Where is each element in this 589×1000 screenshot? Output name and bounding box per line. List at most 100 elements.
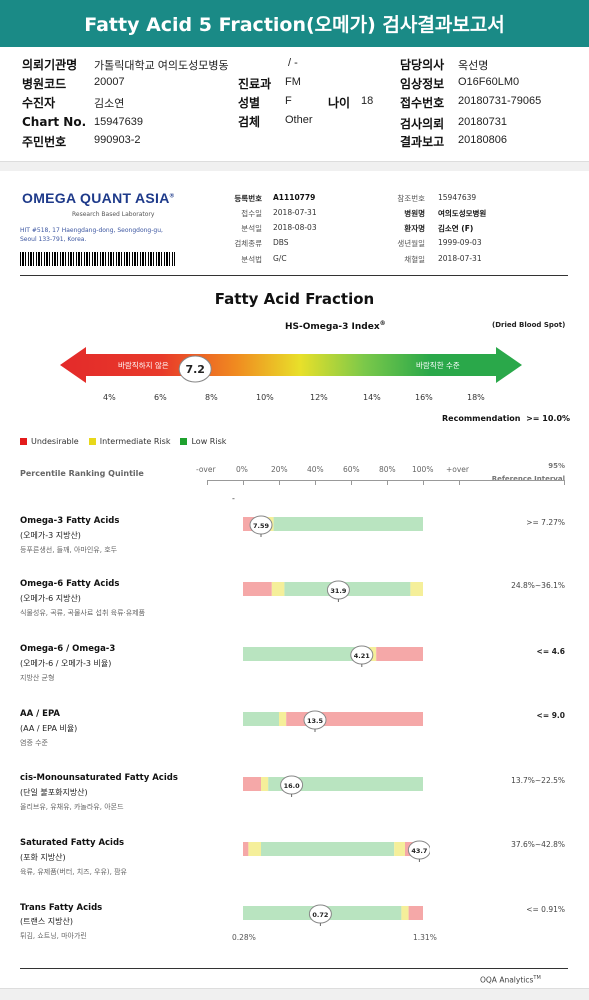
trans-range-low: 0.28% — [232, 933, 256, 942]
lab-logo-text: OMEGA QUANT ASIA — [22, 190, 170, 206]
institution-label: 의뢰기관명 — [22, 58, 78, 72]
bar-segment — [279, 712, 287, 726]
percentile-bar-mufa: 16.0 — [243, 775, 423, 797]
scale-label-14: 14% — [363, 393, 381, 402]
row-foods-aa-epa: 염증 수준 — [20, 739, 48, 747]
age-value: 18 — [361, 95, 374, 107]
axis-tick — [207, 480, 208, 485]
omega3-index-scale: 바람직하지 않은 바람직한 수준 7.2 — [60, 347, 522, 383]
patient-label: 환자명 — [404, 224, 425, 233]
dash-mark: - — [232, 494, 235, 503]
value-label: 4.21 — [354, 652, 371, 660]
axis-label-80: 80% — [379, 465, 396, 474]
scale-label-10: 10% — [256, 393, 274, 402]
lab-address-2: Seoul 133-791, Korea. — [20, 236, 87, 243]
legend-label-undesirable: Undesirable — [31, 437, 79, 446]
index-right-text: 바람직한 수준 — [416, 360, 460, 370]
percentile-bar-ratio: 4.21 — [243, 645, 423, 667]
hospital-code-value: 20007 — [94, 76, 125, 88]
percentile-bar-omega3: 7.59 — [243, 515, 423, 537]
index-marker-circle — [178, 355, 212, 383]
value-marker: 4.21 — [350, 645, 374, 667]
row-foods-ratio: 지방산 균형 — [20, 674, 55, 682]
examiner-label: 수진자 — [22, 96, 56, 110]
birth-value: 1999-09-03 — [438, 238, 482, 247]
axis-label-100: 100% — [412, 465, 434, 474]
row-name-sfa: Saturated Fatty Acids — [20, 838, 125, 848]
bar-segment — [408, 906, 423, 920]
section-divider — [0, 161, 589, 171]
row-foods-mufa: 올리브유, 유채유, 카놀라유, 아몬드 — [20, 803, 124, 811]
row-korean-mufa: (단일 불포화지방산) — [20, 788, 88, 797]
clinical-value: O16F60LM0 — [458, 76, 520, 88]
oqa-analytics-logo: OQA AnalyticsTM — [480, 975, 541, 985]
dept-value: FM — [285, 76, 301, 88]
row-name-aa-epa: AA / EPA — [20, 709, 61, 719]
recommendation-value: >= 10.0% — [526, 414, 571, 423]
value-marker: 16.0 — [280, 775, 304, 797]
report-value: 20180806 — [458, 134, 507, 146]
axis-tick — [423, 480, 424, 485]
scale-label-12: 12% — [310, 393, 328, 402]
hospital-code-label: 병원코드 — [22, 77, 67, 91]
value-marker: 31.9 — [326, 580, 350, 602]
row-foods-trans: 튀김, 쇼트닝, 마아가린 — [20, 932, 87, 940]
reference-95: 95% — [548, 462, 565, 470]
resident-label: 주민번호 — [22, 135, 67, 149]
index-value: 7.2 — [185, 363, 205, 376]
specimen-type-value: DBS — [273, 238, 289, 247]
row-korean-omega3: (오메가-3 지방산) — [20, 531, 81, 540]
clinical-label: 임상정보 — [400, 77, 445, 91]
bar-segment — [243, 712, 279, 726]
reference-interval-label: Reference Interval — [491, 475, 565, 483]
bar-segment — [376, 647, 423, 661]
birth-label: 생년월일 — [397, 239, 425, 248]
row-name-ratio: Omega-6 / Omega-3 — [20, 644, 116, 654]
analysis-date-label: 분석일 — [241, 224, 262, 233]
specimen-value: Other — [285, 114, 313, 126]
legend-label-intermediate: Intermediate Risk — [99, 437, 171, 446]
row-name-omega3: Omega-3 Fatty Acids — [20, 516, 120, 526]
collection-value: 2018-07-31 — [438, 254, 482, 263]
legend-swatch-green — [180, 438, 188, 445]
reg-no-label: 등록번호 — [234, 194, 262, 203]
doctor-label: 담당의사 — [400, 58, 445, 72]
recommendation-label: Recommendation — [442, 414, 521, 423]
axis-tick — [387, 480, 388, 485]
patient-info-panel: 의뢰기관명 가톨릭대학교 여의도성모병동 / - 담당의사 옥선명 병원코드 2… — [0, 52, 589, 157]
scale-label-18: 18% — [467, 393, 485, 402]
section-title: Fatty Acid Fraction — [214, 290, 375, 308]
method-value: G/C — [273, 254, 287, 263]
receipt-label: 접수번호 — [400, 96, 445, 110]
value-marker: 13.5 — [303, 710, 327, 732]
chart-label: Chart No. — [22, 115, 87, 129]
receipt-value: 20180731-79065 — [458, 95, 542, 107]
reg-no-value: A1110779 — [273, 193, 316, 202]
age-label: 나이 — [328, 96, 351, 110]
bar-segment — [248, 842, 261, 856]
axis-tick — [243, 480, 244, 485]
hospital-label: 병원명 — [404, 209, 425, 218]
axis-tick — [315, 480, 316, 485]
percentile-bar-aa-epa: 13.5 — [243, 710, 423, 732]
row-name-mufa: cis-Monounsaturated Fatty Acids — [20, 773, 178, 783]
axis-tick — [564, 480, 565, 485]
value-label: 13.5 — [307, 717, 324, 725]
row-korean-ratio: (오메가-6 / 오메가-3 비율) — [20, 659, 112, 668]
value-marker: 43.7 — [407, 840, 430, 862]
index-left-text: 바람직하지 않은 — [118, 360, 169, 370]
scale-label-4: 4% — [103, 393, 116, 402]
index-title-mark: ® — [379, 320, 386, 327]
row-reference-mufa: 13.7%~22.5% — [511, 776, 565, 785]
lab-address-1: HIT #518, 17 Haengdang-dong, Seongdong-g… — [20, 227, 163, 234]
method-label: 분석법 — [241, 255, 262, 264]
institution-value: 가톨릭대학교 여의도성모병동 — [94, 60, 229, 72]
scale-label-8: 8% — [205, 393, 218, 402]
bar-segment — [401, 906, 409, 920]
row-korean-trans: (트랜스 지방산) — [20, 917, 73, 926]
axis-label-minus-over: -over — [196, 465, 216, 474]
bar-segment — [243, 582, 272, 596]
index-scale-bar — [60, 347, 522, 383]
lab-logo: OMEGA QUANT ASIA® — [22, 190, 174, 206]
receive-date-value: 2018-07-31 — [273, 208, 317, 217]
